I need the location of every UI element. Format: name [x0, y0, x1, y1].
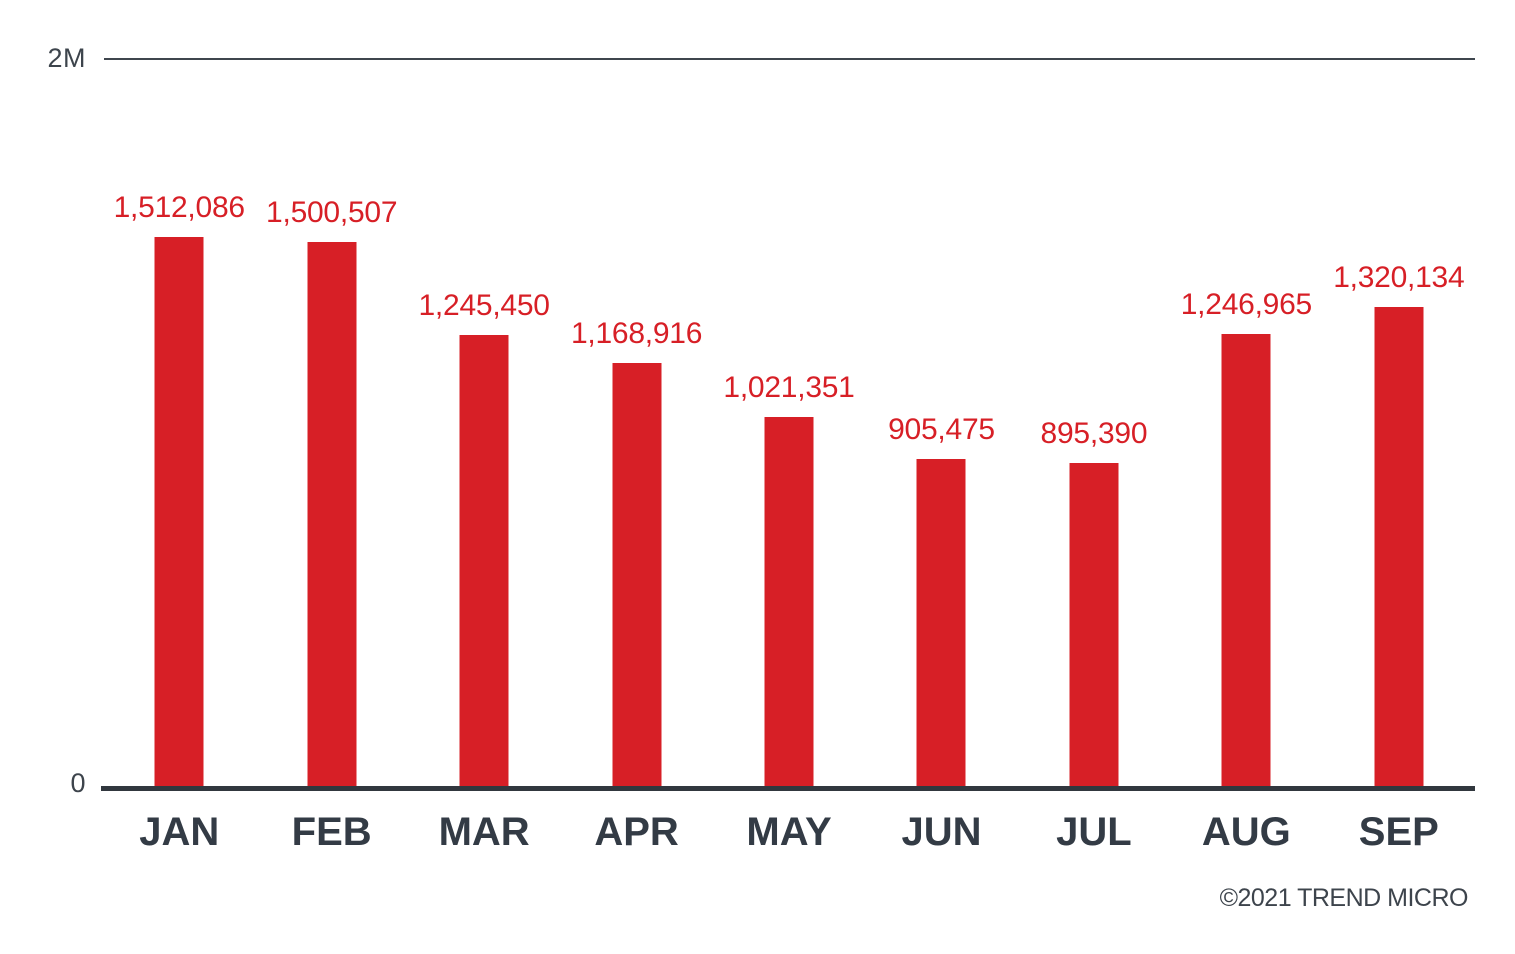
- bar-value-label: 1,168,916: [570, 317, 703, 350]
- bar: [307, 242, 357, 790]
- y-axis-tick-label-2m: 2M: [47, 43, 86, 73]
- x-axis-baseline: [101, 786, 1475, 791]
- bar-value-label: 1,320,134: [1333, 261, 1465, 294]
- x-axis-label: JAN: [139, 810, 220, 854]
- bar: [1374, 307, 1424, 790]
- x-axis-label: MAR: [438, 810, 530, 854]
- bar: [916, 459, 966, 790]
- bar: [154, 237, 204, 790]
- x-axis-label: JUL: [1056, 810, 1132, 854]
- x-axis-label: AUG: [1201, 810, 1291, 854]
- x-axis-label: JUN: [901, 810, 982, 854]
- bar-value-label: 1,245,450: [418, 289, 550, 322]
- bar-group: 1,500,507 FEB: [255, 198, 407, 853]
- bar-value-label: 905,475: [888, 413, 995, 446]
- bar-group: 1,245,450 MAR: [408, 291, 560, 853]
- y-axis-tick-label-0: 0: [70, 768, 86, 798]
- bar: [612, 363, 662, 790]
- bar-value-label: 1,246,965: [1180, 288, 1312, 321]
- x-axis-label: MAY: [746, 810, 832, 854]
- x-axis-label: APR: [594, 810, 679, 854]
- x-axis-label: SEP: [1358, 810, 1439, 854]
- bar-group: 905,475 JUN: [865, 415, 1017, 853]
- bar: [459, 335, 509, 790]
- bar-value-label: 1,512,086: [113, 191, 245, 224]
- bar-group: 1,512,086 JAN: [103, 193, 255, 853]
- bar-group: 895,390 JUL: [1018, 419, 1170, 853]
- x-axis-label: FEB: [291, 810, 372, 854]
- gridline-2m: [104, 58, 1475, 60]
- copyright-text: ©2021 TREND MICRO: [1219, 884, 1469, 912]
- bar: [1069, 463, 1119, 790]
- bar: [764, 417, 814, 790]
- bar-value-label: 1,021,351: [723, 371, 855, 404]
- bar-group: 1,168,916 APR: [560, 319, 712, 853]
- bar-group: 1,246,965 AUG: [1170, 290, 1322, 853]
- bar-value-label: 1,500,507: [266, 196, 398, 229]
- bar-group: 1,021,351 MAY: [713, 373, 865, 853]
- bar-value-label: 895,390: [1040, 417, 1148, 450]
- bar-group: 1,320,134 SEP: [1323, 263, 1475, 853]
- bar: [1221, 334, 1271, 790]
